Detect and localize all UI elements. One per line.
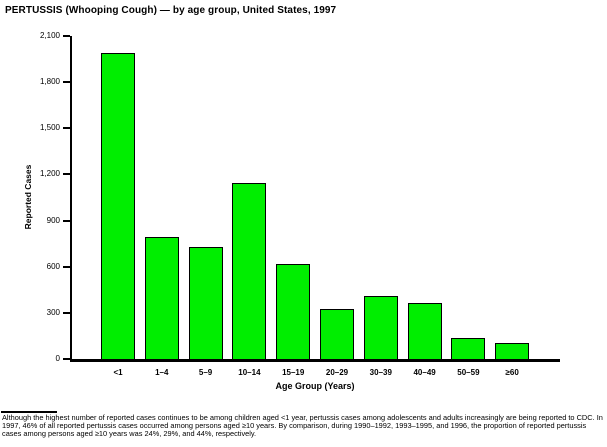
x-tick-label: 40–49 [413,368,436,377]
x-tick-label: 5–9 [198,368,213,377]
y-axis-tick [63,311,70,314]
chart-title: PERTUSSIS (Whooping Cough) — by age grou… [5,5,337,16]
x-tick-label: <1 [113,368,123,377]
x-tick-label: 50–59 [457,368,480,377]
y-tick-label: 1,500 [39,123,60,133]
bar-1–4 [144,237,179,359]
bar-30–39 [363,295,398,359]
bar-≥60 [495,342,530,359]
y-axis-tick [63,173,70,176]
plot-area: 0 300 600 900 1,200 1,500 1,800 2,100 <1 1–4 5–9 10… [40,31,560,377]
y-tick-label: 1,200 [39,169,60,179]
bar-10–14 [232,182,267,359]
y-tick-label: 900 [46,215,60,225]
y-tick-label: 0 [55,354,60,363]
x-tick-label: 10–14 [238,368,261,377]
y-axis-tick [63,35,70,37]
bar-<1 [101,53,135,359]
x-tick-label: 1–4 [155,368,169,377]
y-axis-tick [63,265,70,268]
bar-15–19 [276,264,311,359]
y-tick-label: 2,100 [39,31,60,40]
x-axis-label: Age Group (Years) [275,381,355,391]
x-tick-label: 15–19 [282,368,305,377]
footnote-separator [1,411,57,413]
y-axis-tick [63,127,70,130]
bar-5–9 [188,247,223,359]
bar-50–59 [451,338,486,359]
bar-20–29 [320,308,354,359]
y-tick-label: 1,800 [39,77,60,87]
y-axis-tick [63,81,70,84]
y-axis-tick [63,358,70,360]
x-tick-label: ≥60 [505,368,519,377]
y-axis-tick [63,219,70,222]
footnote-text: Although the highest number of reported … [2,413,603,438]
y-tick-label: 300 [46,307,60,317]
x-tick-label: 30–39 [369,368,392,377]
x-tick-label: 20–29 [325,368,349,377]
bar-40–49 [407,303,442,359]
y-tick-label: 600 [46,261,60,271]
